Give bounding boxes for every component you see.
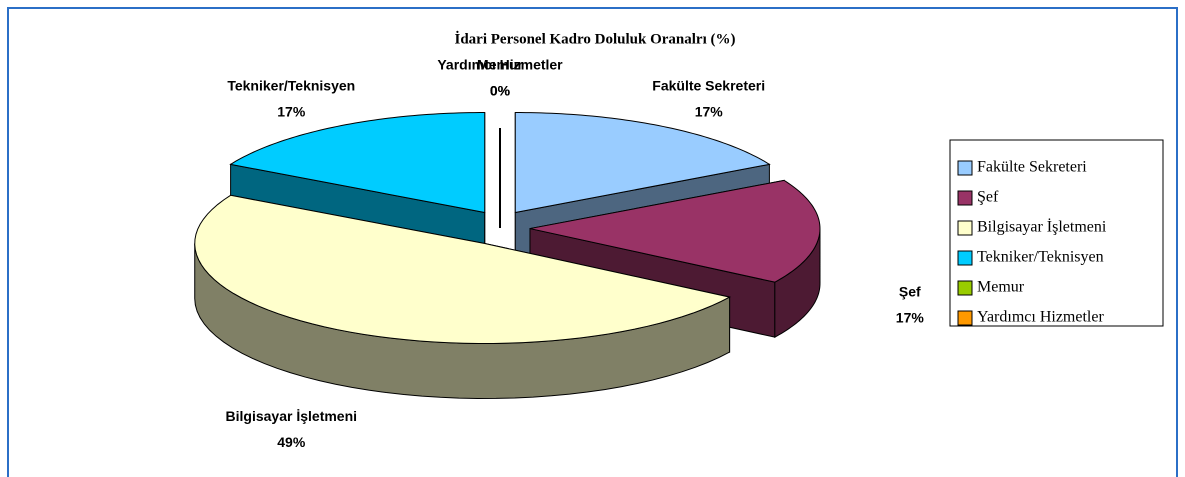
slice: [194, 194, 732, 399]
legend-swatch: [957, 250, 973, 266]
data-label-name: Memur: [477, 57, 523, 73]
chart-title: İdari Personel Kadro Doluluk Oranalrı (%…: [455, 30, 736, 47]
data-label-name: Bilgisayar İşletmeni: [226, 408, 358, 424]
legend-swatch: [957, 280, 973, 296]
legend-label: Tekniker/Teknisyen: [977, 249, 1104, 266]
data-label-value: 0%: [490, 83, 511, 99]
data-label-value: 17%: [896, 309, 925, 325]
data-label-value: 0%: [490, 83, 511, 99]
data-label-value: 17%: [695, 104, 724, 120]
legend-label: Şef: [977, 189, 999, 206]
slice-top: [194, 194, 732, 344]
legend-swatch: [957, 310, 973, 326]
legend-swatch: [957, 220, 973, 236]
data-label-name: Yardımcı Hizmetler: [437, 57, 563, 73]
data-label-name: Fakülte Sekreteri: [652, 78, 765, 94]
slice-top: [514, 112, 771, 214]
data-label-value: 49%: [277, 434, 306, 450]
data-label-name: Şef: [899, 283, 921, 299]
data-label-name: Tekniker/Teknisyen: [227, 78, 355, 94]
slice-top: [529, 179, 821, 283]
slice-top: [229, 112, 486, 214]
legend-label: Fakülte Sekreteri: [977, 159, 1087, 176]
legend-label: Bilgisayar İşletmeni: [977, 218, 1107, 236]
legend-label: Yardımcı Hizmetler: [977, 309, 1104, 326]
legend-swatch: [957, 160, 973, 176]
legend-label: Memur: [977, 279, 1025, 296]
legend-box: [949, 139, 1164, 327]
data-label-value: 17%: [277, 104, 306, 120]
legend-swatch: [957, 190, 973, 206]
